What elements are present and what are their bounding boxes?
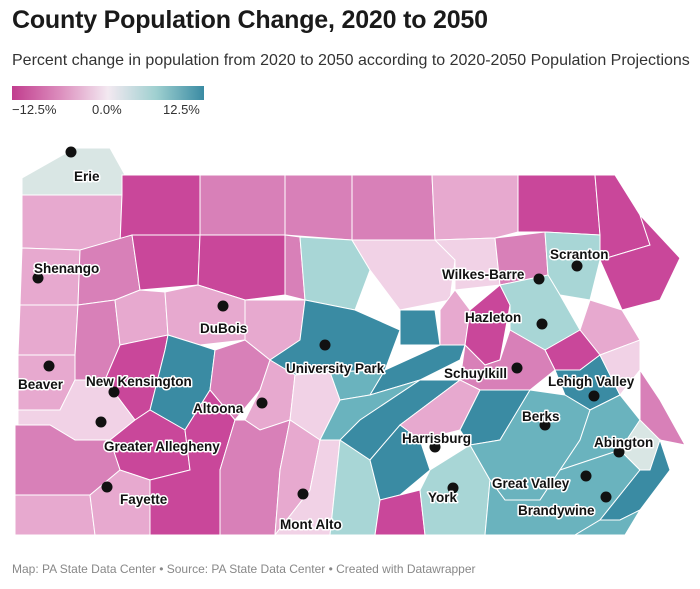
city-label-lehigh-valley: Lehigh Valley	[548, 374, 635, 389]
city-marker-erie[interactable]	[65, 146, 77, 158]
city-label-great-valley: Great Valley	[492, 476, 570, 491]
city-marker-altoona[interactable]	[256, 397, 268, 409]
chart-title: County Population Change, 2020 to 2050	[12, 6, 488, 34]
city-marker-harrisburg[interactable]	[429, 441, 441, 453]
county-mckean[interactable]	[199, 174, 286, 236]
county-union[interactable]	[399, 309, 441, 346]
county-potter[interactable]	[284, 174, 353, 241]
city-label-wilkes-barre: Wilkes-Barre	[442, 267, 525, 282]
city-marker-berks[interactable]	[539, 419, 551, 431]
city-label-university-park: University Park	[286, 361, 385, 376]
city-marker-great-valley[interactable]	[580, 470, 592, 482]
city-marker-new-kensington[interactable]	[108, 386, 120, 398]
city-label-dubois: DuBois	[200, 321, 247, 336]
county-lawrence[interactable]	[17, 304, 79, 356]
city-marker-fayette[interactable]	[101, 481, 113, 493]
city-label-erie: Erie	[74, 169, 100, 184]
city-label-greater-allegheny: Greater Allegheny	[104, 439, 220, 454]
city-marker-beaver[interactable]	[43, 360, 55, 372]
city-label-brandywine: Brandywine	[518, 503, 595, 518]
legend-min-label: −12.5%	[12, 102, 57, 117]
city-marker-mont-alto[interactable]	[297, 488, 309, 500]
city-marker-abington[interactable]	[613, 446, 625, 458]
county-susquehanna[interactable]	[517, 174, 601, 236]
county-bradford[interactable]	[431, 174, 519, 241]
city-label-altoona: Altoona	[193, 401, 244, 416]
city-label-scranton: Scranton	[550, 247, 609, 262]
legend-mid-label: 0.0%	[92, 102, 122, 117]
city-label-fayette: Fayette	[120, 492, 168, 507]
legend-max-label: 12.5%	[163, 102, 200, 117]
city-label-mont-alto: Mont Alto	[280, 517, 342, 532]
city-marker-university-park[interactable]	[319, 339, 331, 351]
county-sullivan[interactable]	[433, 237, 501, 291]
county-bucks[interactable]	[639, 368, 686, 446]
color-legend-bar	[12, 86, 204, 100]
county-mercer[interactable]	[19, 247, 81, 306]
city-label-berks: Berks	[522, 409, 560, 424]
city-label-new-kensington: New Kensington	[86, 374, 192, 389]
city-marker-scranton[interactable]	[571, 260, 583, 272]
chart-subtitle: Percent change in population from 2020 t…	[12, 52, 690, 69]
city-marker-lehigh-valley[interactable]	[588, 390, 600, 402]
city-marker-dubois[interactable]	[217, 300, 229, 312]
city-label-shenango: Shenango	[34, 261, 99, 276]
city-label-york: York	[428, 490, 458, 505]
city-label-schuylkill: Schuylkill	[444, 366, 507, 381]
footer-credit: Map: PA State Data Center • Source: PA S…	[12, 562, 476, 576]
city-marker-schuylkill[interactable]	[511, 362, 523, 374]
county-forest[interactable]	[131, 234, 201, 291]
city-label-hazleton: Hazleton	[465, 310, 521, 325]
county-greene[interactable]	[14, 494, 96, 536]
city-marker-york[interactable]	[447, 482, 459, 494]
county-elk[interactable]	[197, 234, 286, 301]
county-delaware[interactable]	[573, 508, 642, 536]
city-marker-wilkes-barre[interactable]	[533, 273, 545, 285]
pennsylvania-county-map: Erie Shenango DuBois Beaver New Kensington Un…	[14, 146, 686, 537]
county-tioga[interactable]	[351, 174, 436, 241]
city-marker-hazleton[interactable]	[536, 318, 548, 330]
city-marker-greater-allegheny[interactable]	[95, 416, 107, 428]
city-marker-shenango[interactable]	[32, 272, 44, 284]
city-marker-brandywine[interactable]	[600, 491, 612, 503]
county-clinton[interactable]	[299, 236, 371, 311]
city-label-harrisburg: Harrisburg	[402, 431, 471, 446]
city-label-abington: Abington	[594, 435, 653, 450]
city-label-beaver: Beaver	[18, 377, 64, 392]
